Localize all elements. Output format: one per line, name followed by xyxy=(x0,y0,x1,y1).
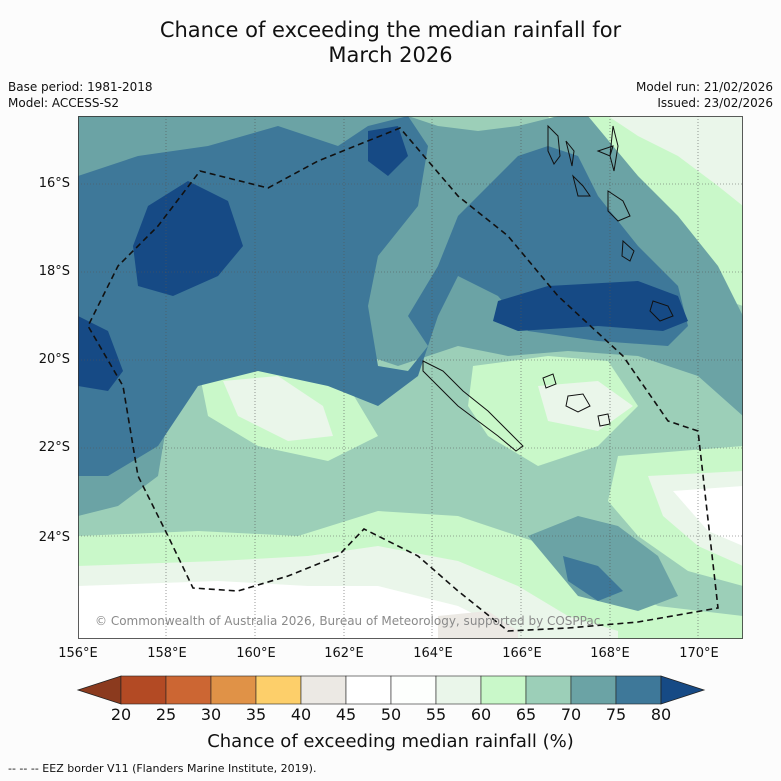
model-name: Model: ACCESS-S2 xyxy=(8,96,120,110)
rainfall-map xyxy=(78,116,743,639)
colorbar-tick-25: 25 xyxy=(155,705,177,724)
lon-label-164e: 164°E xyxy=(413,646,453,661)
colorbar-label: Chance of exceeding median rainfall (%) xyxy=(207,731,574,752)
region-80-sw xyxy=(78,316,123,391)
loyalty-islands xyxy=(542,373,611,427)
region-80-west xyxy=(133,181,243,296)
colorbar-tick-70: 70 xyxy=(560,705,582,724)
lon-label-166e: 166°E xyxy=(502,646,542,661)
copyright-notice: © Commonwealth of Australia 2026, Bureau… xyxy=(95,614,601,628)
colorbar-tick-45: 45 xyxy=(335,705,357,724)
colorbar-tick-35: 35 xyxy=(245,705,267,724)
colorbar-cell-55-60 xyxy=(435,675,482,705)
lat-label-18s: 18°S xyxy=(38,264,70,279)
title-line-2: March 2026 xyxy=(328,43,453,67)
region-55-60-w xyxy=(223,376,333,441)
lon-label-162e: 162°E xyxy=(324,646,364,661)
colorbar-cell-above-80 xyxy=(660,675,706,705)
region-75-80 xyxy=(78,116,688,476)
title-line-1: Chance of exceeding the median rainfall … xyxy=(159,18,622,42)
colorbar-cell-25-30 xyxy=(165,675,212,705)
meta-right: Model run: 21/02/2026 Issued: 23/02/2026 xyxy=(636,79,773,111)
lon-label-168e: 168°E xyxy=(590,646,630,661)
colorbar-cell-65-70 xyxy=(525,675,572,705)
issued-date: Issued: 23/02/2026 xyxy=(657,96,773,110)
colorbar-tick-65: 65 xyxy=(515,705,537,724)
lat-label-16s: 16°S xyxy=(38,176,70,191)
colorbar-tick-50: 50 xyxy=(380,705,402,724)
colorbar-cell-75-80 xyxy=(615,675,662,705)
colorbar-cell-45-50 xyxy=(345,675,392,705)
region-55-60-ne xyxy=(608,116,743,206)
colorbar-tick-55: 55 xyxy=(425,705,447,724)
map-panel xyxy=(78,116,743,639)
region-45-50-s xyxy=(438,611,518,639)
gridlines xyxy=(78,116,743,639)
colorbar-cell-20-25 xyxy=(120,675,167,705)
region-80-north xyxy=(368,126,408,176)
colorbar-cell-60-65 xyxy=(480,675,527,705)
map-title: Chance of exceeding the median rainfall … xyxy=(0,18,781,68)
new-caledonia-landmass xyxy=(422,360,524,452)
region-50-55-s xyxy=(78,581,498,639)
lon-label-158e: 158°E xyxy=(147,646,187,661)
region-75-80-se xyxy=(563,556,623,601)
vanuatu-islands xyxy=(547,124,674,322)
colorbar-cell-70-75 xyxy=(570,675,617,705)
meta-left: Base period: 1981-2018 Model: ACCESS-S2 xyxy=(8,79,153,111)
lon-label-170e: 170°E xyxy=(679,646,719,661)
colorbar-cell-40-45 xyxy=(300,675,347,705)
colorbar-tick-75: 75 xyxy=(605,705,627,724)
lon-label-160e: 160°E xyxy=(236,646,276,661)
colorbar-tick-20: 20 xyxy=(110,705,132,724)
base-period: Base period: 1981-2018 xyxy=(8,80,153,94)
colorbar-tick-40: 40 xyxy=(290,705,312,724)
colorbar-cell-30-35 xyxy=(210,675,257,705)
lat-label-20s: 20°S xyxy=(38,352,70,367)
colorbar-tick-80: 80 xyxy=(650,705,672,724)
region-80-east xyxy=(493,281,688,331)
lat-label-22s: 22°S xyxy=(38,440,70,455)
lon-label-156e: 156°E xyxy=(58,646,98,661)
region-70-75-se xyxy=(528,516,678,611)
model-run: Model run: 21/02/2026 xyxy=(635,80,773,94)
colorbar xyxy=(76,675,706,705)
colorbar-tick-30: 30 xyxy=(200,705,222,724)
lat-label-24s: 24°S xyxy=(38,530,70,545)
colorbar-cell-35-40 xyxy=(255,675,302,705)
colorbar-tick-60: 60 xyxy=(470,705,492,724)
colorbar-cell-below-20 xyxy=(76,675,122,705)
map-frame xyxy=(78,116,743,639)
colorbar-cell-50-55 xyxy=(390,675,437,705)
eez-legend-note: -- -- -- EEZ border V11 (Flanders Marine… xyxy=(8,762,317,775)
